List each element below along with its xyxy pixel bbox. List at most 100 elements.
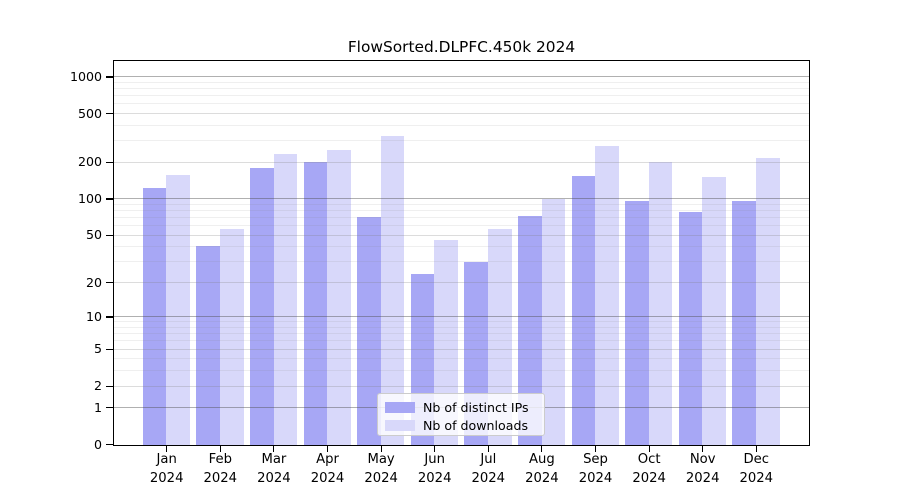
x-tick-jan: [166, 446, 168, 452]
legend-item-downloads: Nb of downloads: [385, 417, 544, 436]
gridline-300: [114, 140, 809, 142]
gridline-9: [114, 321, 809, 323]
x-tick-dec: [755, 446, 757, 452]
x-tick-jun: [434, 446, 436, 452]
bar-mar-downloads: [273, 153, 298, 445]
y-tick-20: [106, 282, 113, 284]
bar-jan-downloads: [166, 175, 190, 445]
gridline-2: [114, 385, 809, 387]
bar-feb-distinct-ips: [196, 246, 220, 445]
gridline-50: [114, 234, 809, 236]
gridline-80: [114, 210, 809, 212]
x-tick-mar: [273, 446, 275, 452]
bar-apr-downloads: [327, 150, 351, 445]
legend-label-downloads: Nb of downloads: [423, 418, 529, 434]
x-tick-label-mar: Mar 2024: [257, 452, 291, 486]
y-tick-label-1: 1: [93, 399, 102, 415]
y-tick-label-2: 2: [93, 378, 102, 394]
x-tick-nov: [702, 446, 704, 452]
x-tick-label-sep: Sep 2024: [578, 452, 613, 486]
bar-oct-downloads: [648, 161, 673, 445]
x-tick-label-feb: Feb 2024: [203, 452, 238, 486]
y-tick-1000: [106, 76, 113, 78]
gridline-30: [114, 261, 809, 263]
legend-item-distinct-ips: Nb of distinct IPs: [385, 398, 544, 417]
gridline-10: [114, 316, 809, 318]
gridline-4: [114, 358, 809, 360]
bar-oct-distinct-ips: [625, 200, 649, 445]
gridline-600: [114, 103, 809, 105]
legend-swatch-distinct-ips: [385, 401, 415, 413]
y-tick-label-1000: 1000: [69, 68, 102, 84]
bar-jul-downloads: [488, 228, 512, 445]
x-tick-aug: [541, 446, 543, 452]
x-tick-may: [380, 446, 382, 452]
gridline-900: [114, 81, 809, 83]
bar-sep-distinct-ips: [571, 176, 596, 445]
y-tick-label-5: 5: [93, 341, 102, 357]
bar-nov-downloads: [702, 177, 726, 445]
bar-feb-downloads: [220, 228, 244, 445]
plot-inner: [114, 61, 809, 445]
gridline-5: [114, 348, 809, 350]
gridline-70: [114, 217, 809, 219]
x-tick-label-nov: Nov 2024: [685, 452, 720, 486]
chart-title: FlowSorted.DLPFC.450k 2024: [347, 38, 576, 56]
gridline-1000: [114, 76, 809, 78]
legend: Nb of distinct IPs Nb of downloads: [377, 393, 545, 436]
x-tick-label-jun: Jun 2024: [417, 452, 452, 486]
bar-aug-distinct-ips: [518, 215, 542, 445]
gridline-7: [114, 333, 809, 335]
bar-apr-distinct-ips: [303, 161, 328, 445]
x-tick-label-apr: Apr 2024: [310, 452, 345, 486]
gridline-400: [114, 124, 809, 126]
x-tick-label-may: May 2024: [364, 452, 398, 486]
y-tick-2: [106, 385, 113, 387]
y-tick-200: [106, 161, 113, 163]
gridline-700: [114, 95, 809, 97]
legend-swatch-downloads: [385, 420, 415, 432]
y-tick-500: [106, 113, 113, 115]
y-tick-label-0: 0: [93, 436, 102, 452]
y-tick-1: [106, 407, 113, 409]
bar-nov-distinct-ips: [678, 212, 703, 445]
y-tick-label-10: 10: [85, 309, 102, 325]
bar-mar-distinct-ips: [250, 168, 274, 445]
bar-sep-downloads: [595, 146, 619, 445]
x-tick-label-oct: Oct 2024: [632, 452, 666, 486]
gridline-90: [114, 203, 809, 205]
y-tick-100: [106, 198, 113, 200]
x-tick-label-dec: Dec 2024: [739, 452, 774, 486]
y-tick-label-200: 200: [77, 154, 102, 170]
x-tick-oct: [648, 446, 650, 452]
x-tick-label-jul: Jul 2024: [471, 452, 506, 486]
gridline-8: [114, 327, 809, 329]
y-tick-label-500: 500: [77, 105, 102, 121]
legend-label-distinct-ips: Nb of distinct IPs: [423, 399, 529, 415]
y-tick-label-50: 50: [85, 227, 102, 243]
bar-dec-downloads: [756, 157, 780, 445]
y-tick-0: [106, 444, 113, 446]
y-tick-10: [106, 316, 113, 318]
bar-dec-distinct-ips: [732, 200, 756, 445]
gridline-40: [114, 246, 809, 248]
bar-jan-distinct-ips: [142, 188, 167, 445]
x-tick-label-jan: Jan 2024: [149, 452, 184, 486]
x-tick-apr: [326, 446, 329, 452]
gridline-60: [114, 225, 809, 227]
y-tick-5: [106, 348, 113, 350]
gridline-6: [114, 340, 809, 342]
y-tick-label-100: 100: [77, 191, 102, 207]
y-tick-label-20: 20: [85, 274, 102, 290]
bar-may-downloads: [380, 135, 405, 445]
gridline-800: [114, 88, 809, 90]
x-tick-label-aug: Aug 2024: [525, 452, 559, 486]
bar-aug-downloads: [541, 199, 566, 445]
gridline-500: [114, 113, 809, 115]
y-tick-50: [106, 234, 113, 236]
bar-may-distinct-ips: [357, 216, 381, 445]
gridline-200: [114, 161, 809, 163]
plot-area: [113, 60, 810, 446]
x-tick-jul: [487, 446, 489, 452]
